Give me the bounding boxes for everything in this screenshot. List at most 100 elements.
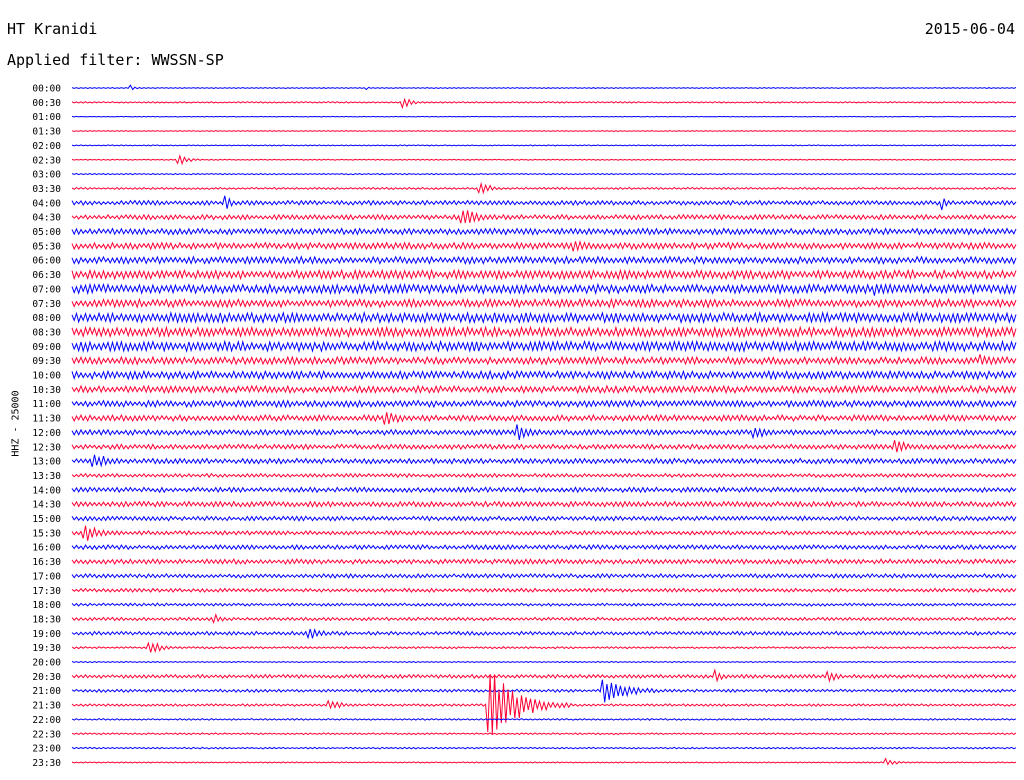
- time-label: 19:30: [32, 643, 61, 654]
- trace-line: [71, 227, 1017, 236]
- applied-filter: Applied filter: WWSSN-SP: [7, 51, 224, 69]
- time-label: 14:30: [32, 500, 61, 511]
- time-label: 08:30: [32, 327, 61, 338]
- trace-line: [71, 115, 1017, 118]
- trace-line: [71, 297, 1017, 309]
- trace-line: [71, 679, 1017, 703]
- time-label: 16:30: [32, 557, 61, 568]
- time-label: 10:00: [32, 371, 61, 382]
- trace-line: [71, 641, 1017, 654]
- trace-line: [71, 628, 1017, 640]
- trace-line: [71, 97, 1017, 110]
- trace-line: [71, 602, 1017, 607]
- trace-line: [71, 240, 1017, 253]
- trace-line: [71, 369, 1017, 381]
- time-label: 06:30: [32, 270, 61, 281]
- trace-line: [71, 440, 1017, 453]
- time-label: 22:00: [32, 715, 61, 726]
- trace-line: [71, 255, 1017, 266]
- time-label: 08:00: [32, 313, 61, 324]
- time-label: 02:00: [32, 141, 61, 152]
- time-label: 15:30: [32, 528, 61, 539]
- time-label: 03:00: [32, 170, 61, 181]
- time-label: 21:00: [32, 686, 61, 697]
- time-label: 15:00: [32, 514, 61, 525]
- time-label: 07:00: [32, 284, 61, 295]
- trace-line: [71, 172, 1017, 176]
- time-label: 17:30: [32, 586, 61, 597]
- trace-line: [71, 424, 1017, 440]
- time-label: 18:30: [32, 614, 61, 625]
- trace-line: [71, 587, 1017, 593]
- trace-line: [71, 154, 1017, 166]
- trace-line: [71, 384, 1017, 395]
- trace-line: [71, 412, 1017, 425]
- time-label: 13:00: [32, 457, 61, 468]
- time-label: 20:30: [32, 672, 61, 683]
- trace-line: [71, 660, 1017, 664]
- time-label: 17:00: [32, 571, 61, 582]
- time-label: 04:00: [32, 198, 61, 209]
- trace-line: [71, 325, 1017, 339]
- trace-line: [71, 613, 1017, 624]
- time-label: 07:30: [32, 299, 61, 310]
- time-label: 12:00: [32, 428, 61, 439]
- trace-line: [71, 454, 1017, 468]
- time-label: 06:00: [32, 256, 61, 267]
- time-label: 11:30: [32, 414, 61, 425]
- time-label: 22:30: [32, 729, 61, 740]
- time-label: 00:30: [32, 98, 61, 109]
- time-label: 19:00: [32, 629, 61, 640]
- time-label: 09:00: [32, 342, 61, 353]
- trace-line: [71, 500, 1017, 508]
- trace-line: [71, 144, 1017, 147]
- trace-line: [71, 210, 1017, 224]
- time-label: 01:00: [32, 112, 61, 123]
- trace-line: [71, 282, 1017, 296]
- time-label: 14:00: [32, 485, 61, 496]
- time-label: 09:30: [32, 356, 61, 367]
- trace-line: [71, 486, 1017, 494]
- time-label: 05:30: [32, 241, 61, 252]
- trace-line: [71, 268, 1017, 281]
- trace-line: [71, 717, 1017, 721]
- time-label: 04:30: [32, 213, 61, 224]
- trace-line: [71, 525, 1017, 541]
- trace-line: [71, 195, 1017, 211]
- trace-line: [71, 84, 1017, 91]
- time-label: 01:30: [32, 127, 61, 138]
- station-name: HT Kranidi: [7, 20, 98, 38]
- trace-line: [71, 130, 1017, 132]
- time-label: 13:30: [32, 471, 61, 482]
- time-label: 20:00: [32, 658, 61, 669]
- trace-line: [71, 757, 1017, 766]
- trace-line: [71, 310, 1017, 325]
- time-label: 12:30: [32, 442, 61, 453]
- record-date: 2015-06-04: [924, 20, 1015, 38]
- trace-line: [71, 668, 1017, 683]
- time-label: 16:00: [32, 543, 61, 554]
- trace-line: [71, 674, 1017, 735]
- trace-line: [71, 472, 1017, 479]
- trace-line: [71, 515, 1017, 522]
- time-label: 03:30: [32, 184, 61, 195]
- time-label: 11:00: [32, 399, 61, 410]
- trace-line: [71, 399, 1017, 409]
- trace-line: [71, 181, 1017, 195]
- trace-line: [71, 572, 1017, 579]
- time-label: 00:00: [32, 84, 61, 95]
- time-label: 23:00: [32, 744, 61, 755]
- time-label: 23:30: [32, 758, 61, 769]
- trace-line: [71, 732, 1017, 736]
- trace-line: [71, 354, 1017, 366]
- trace-line: [71, 746, 1017, 750]
- time-label: 18:00: [32, 600, 61, 611]
- time-label: 05:00: [32, 227, 61, 238]
- time-label: 10:30: [32, 385, 61, 396]
- time-label: 21:30: [32, 701, 61, 712]
- trace-line: [71, 558, 1017, 565]
- trace-line: [71, 339, 1017, 354]
- time-label: 02:30: [32, 155, 61, 166]
- trace-line: [71, 543, 1017, 551]
